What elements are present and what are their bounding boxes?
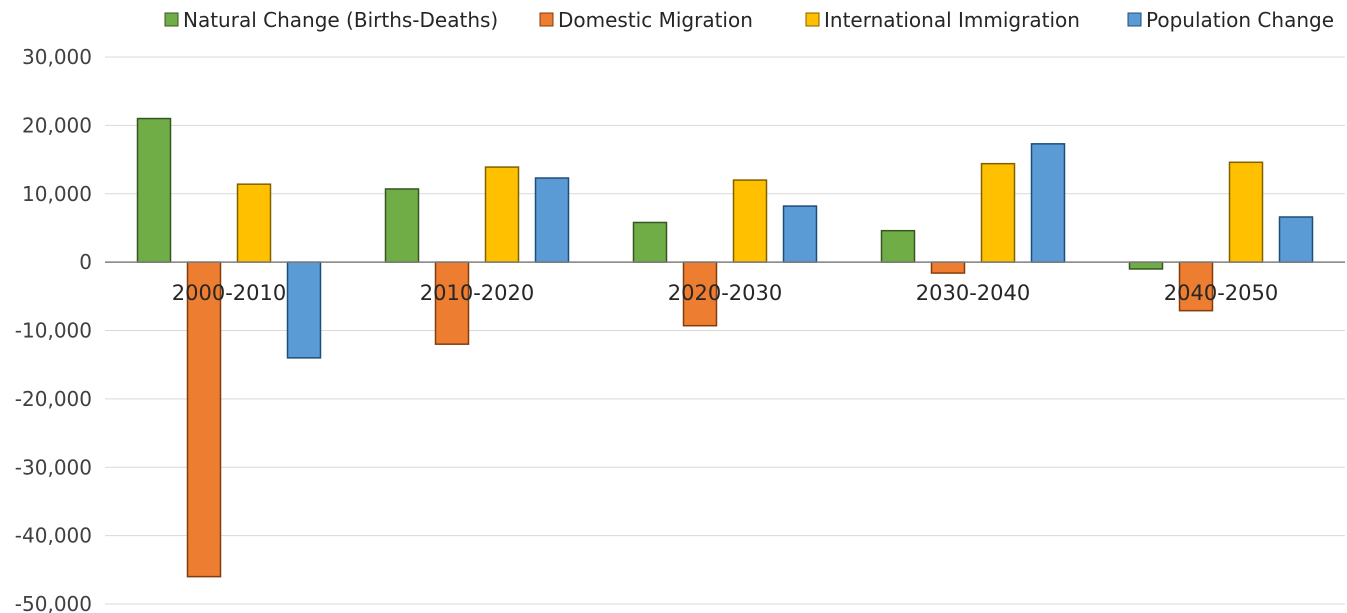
bar-domestic-migration-2000-2010 (186, 261, 222, 578)
x-axis: 2000-2010 2010-2020 2020-2030 2030-2040 2040… (172, 281, 1278, 305)
bar-international-immigration-2010-2020 (484, 166, 520, 263)
x-tick-label: 2010-2020 (420, 281, 534, 305)
y-tick-label: -10,000 (15, 319, 92, 343)
legend-label-population-change: Population Change (1146, 8, 1334, 32)
bar-natural-change-births-deaths-2000-2010 (136, 117, 172, 263)
bar-population-change-2000-2010 (286, 261, 322, 359)
bar-domestic-migration-2010-2020 (434, 261, 470, 345)
bar-international-immigration-2040-2050 (1228, 161, 1264, 263)
y-tick-label: 20,000 (22, 113, 92, 137)
bar-domestic-migration-2040-2050 (1178, 261, 1214, 312)
bar-population-change-2040-2050 (1278, 216, 1314, 263)
y-tick-label: -20,000 (15, 387, 92, 411)
bar-natural-change-births-deaths-2040-2050 (1128, 261, 1164, 270)
bar-international-immigration-2030-2040 (980, 162, 1016, 263)
legend-label-international-immigration: International Immigration (824, 8, 1080, 32)
bar-natural-change-births-deaths-2020-2030 (632, 221, 668, 263)
legend-swatch-domestic-migration (539, 12, 554, 27)
y-tick-label: 0 (79, 250, 92, 274)
legend-label-domestic-migration: Domestic Migration (558, 8, 753, 32)
x-tick-label: 2030-2040 (916, 281, 1030, 305)
bar-international-immigration-2000-2010 (236, 183, 272, 263)
bar-natural-change-births-deaths-2030-2040 (880, 229, 916, 263)
legend-label-natural-change-births-deaths: Natural Change (Births-Deaths) (183, 8, 498, 32)
bar-population-change-2030-2040 (1030, 143, 1066, 263)
bars (136, 117, 1314, 578)
y-tick-label: 10,000 (22, 182, 92, 206)
legend-swatch-natural-change-births-deaths (164, 12, 179, 27)
y-axis: 30,000 20,000 10,000 0 -10,000 -20,000 -30,000… (15, 45, 92, 613)
bar-domestic-migration-2020-2030 (682, 261, 718, 327)
y-tick-label: -40,000 (15, 524, 92, 548)
bar-domestic-migration-2030-2040 (930, 261, 966, 274)
bar-international-immigration-2020-2030 (732, 179, 768, 263)
x-tick-label: 2040-2050 (1164, 281, 1278, 305)
legend: Natural Change (Births-Deaths) Domestic M… (164, 8, 1334, 32)
y-tick-label: -30,000 (15, 455, 92, 479)
x-tick-label: 2020-2030 (668, 281, 782, 305)
legend-swatch-population-change (1127, 12, 1142, 27)
legend-swatch-international-immigration (805, 12, 820, 27)
y-tick-label: 30,000 (22, 45, 92, 69)
bar-population-change-2010-2020 (534, 177, 570, 263)
bar-natural-change-births-deaths-2010-2020 (384, 188, 420, 263)
x-tick-label: 2000-2010 (172, 281, 286, 305)
y-tick-label: -50,000 (15, 592, 92, 613)
bar-population-change-2020-2030 (782, 205, 818, 263)
